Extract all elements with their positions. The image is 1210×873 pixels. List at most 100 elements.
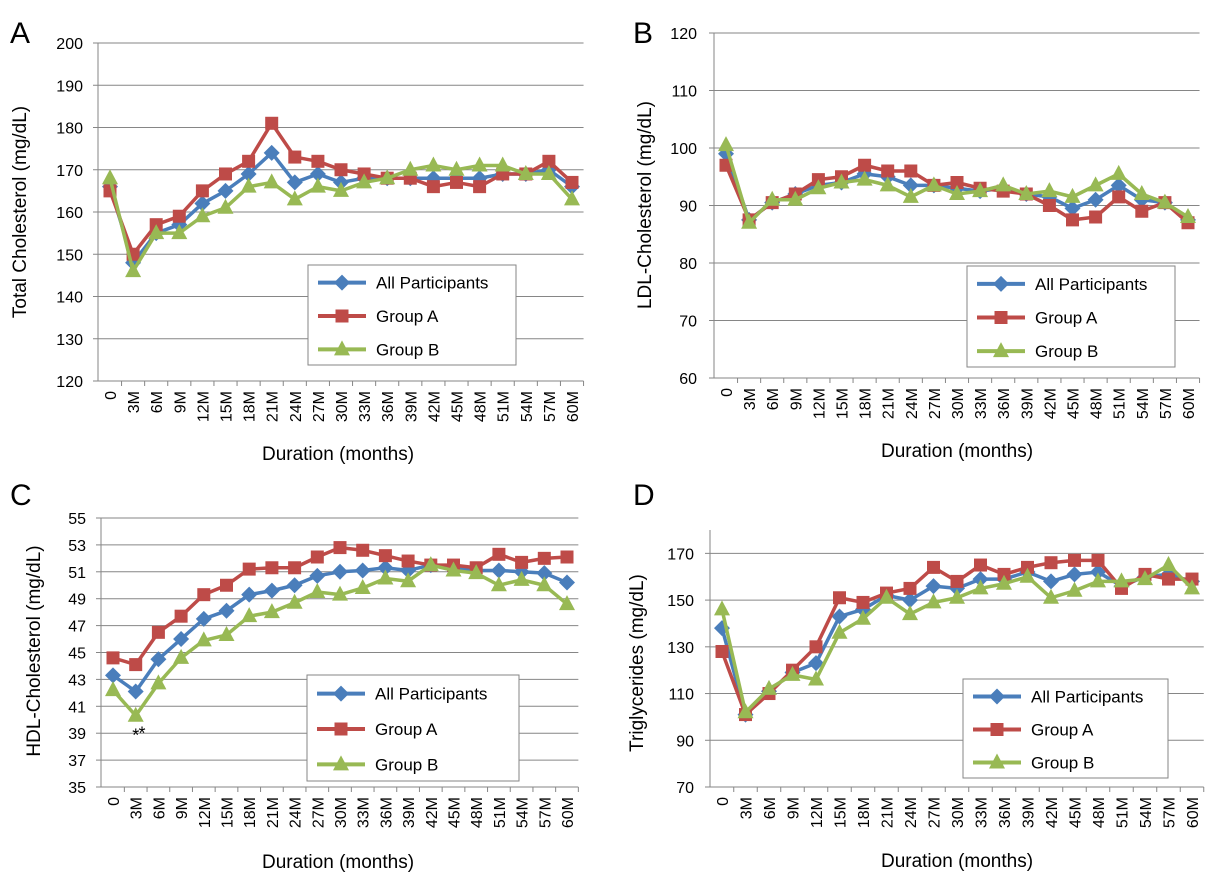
data-point: [714, 600, 730, 616]
x-tick-label: 54M: [1135, 388, 1152, 419]
data-point: [949, 588, 965, 604]
data-point: [105, 681, 121, 697]
legend-marker: [993, 275, 1009, 292]
data-point: [194, 207, 211, 223]
x-tick-label: 57M: [542, 391, 559, 422]
y-tick-label: 90: [679, 199, 697, 216]
panel-c-ylabel: HDL-Cholesterol (mg/dL): [24, 545, 45, 756]
data-point: [1087, 176, 1104, 192]
x-tick-label: 60M: [1181, 388, 1198, 419]
data-point: [1133, 185, 1150, 200]
data-point: [925, 176, 942, 192]
x-tick-label: 42M: [1044, 797, 1061, 828]
data-point: [286, 174, 303, 191]
data-point: [515, 555, 529, 569]
data-point: [809, 640, 823, 654]
x-tick-label: 3M: [742, 388, 759, 410]
y-tick-label: 60: [679, 371, 697, 388]
x-tick-label: 12M: [811, 388, 828, 419]
data-point: [195, 631, 212, 647]
y-tick-label: 35: [68, 780, 86, 797]
x-tick-label: 12M: [197, 797, 214, 828]
y-tick-label: 120: [56, 374, 83, 391]
panel-d-ylabel: Triglycerides (mg/dL): [627, 574, 648, 752]
y-tick-label: 100: [670, 141, 697, 158]
data-point: [309, 567, 326, 584]
x-tick-label: 0: [719, 388, 736, 397]
panel-b-x-tick-labels: 0 3M 6M 9M 12M 15M 18M 21M 24M 27M 30M 33M 36M 39M 42M…: [719, 388, 1198, 419]
legend-marker: [990, 723, 1004, 736]
data-point: [1112, 190, 1126, 204]
y-tick-label: 120: [670, 26, 697, 43]
panel-c-legend: All Participants Group A Group B: [306, 674, 520, 782]
y-tick-label: 110: [671, 84, 697, 101]
x-tick-label: 48M: [1091, 797, 1108, 828]
x-tick-label: 12M: [809, 797, 826, 828]
x-tick-label: 6M: [762, 797, 779, 819]
data-point: [195, 610, 212, 627]
data-point: [741, 213, 758, 229]
y-tick-label: 190: [56, 78, 83, 95]
x-tick-label: 21M: [265, 391, 282, 422]
data-point: [263, 603, 280, 619]
x-tick-label: 9M: [172, 391, 189, 413]
x-tick-label: 33M: [356, 797, 373, 828]
data-point: [217, 182, 234, 199]
x-tick-label: 6M: [151, 797, 168, 819]
y-tick-label: 130: [56, 332, 83, 349]
x-tick-label: 3M: [126, 391, 143, 413]
data-point: [263, 144, 280, 161]
legend-label: Group A: [376, 307, 439, 326]
legend-label: Group B: [376, 340, 439, 359]
data-point: [334, 163, 348, 177]
data-point: [1184, 579, 1200, 595]
legend-marker: [334, 274, 350, 291]
data-point: [288, 150, 302, 164]
x-tick-label: 39M: [1019, 388, 1036, 419]
x-tick-label: 33M: [974, 797, 991, 828]
data-point: [400, 572, 417, 588]
data-point: [241, 607, 258, 623]
data-point: [473, 180, 487, 194]
panel-b-series: [718, 136, 1196, 230]
data-point: [559, 574, 575, 591]
data-point: [286, 593, 303, 609]
data-point: [220, 578, 233, 592]
data-point: [356, 173, 373, 189]
panel-a-series: [102, 116, 580, 278]
x-tick-label: 27M: [927, 797, 944, 828]
data-point: [542, 154, 556, 168]
data-point: [925, 593, 942, 609]
data-point: [1043, 573, 1059, 590]
data-point: [1162, 572, 1175, 586]
data-point: [881, 164, 895, 178]
data-point: [148, 224, 165, 240]
data-point: [494, 156, 511, 172]
data-point: [1160, 556, 1177, 572]
data-point: [471, 156, 488, 172]
data-point: [902, 605, 918, 621]
data-point: [105, 667, 121, 684]
panel-a-legend: All Participants Group A Group B: [307, 264, 517, 366]
data-point: [927, 560, 940, 574]
x-tick-label: 15M: [220, 797, 237, 828]
data-point: [309, 582, 326, 598]
x-tick-label: 57M: [537, 797, 554, 828]
significance-asterisk: *: [132, 726, 139, 746]
y-tick-label: 47: [68, 619, 86, 636]
data-point: [856, 170, 873, 186]
x-tick-label: 42M: [1042, 388, 1059, 419]
data-point: [856, 595, 870, 609]
data-point: [833, 591, 846, 605]
data-point: [1156, 193, 1173, 209]
x-tick-label: 15M: [833, 797, 850, 828]
panel-c-y-tick-labels: 35 37 39 41 43 45 47 49 51 53 55: [68, 511, 86, 797]
data-point: [217, 198, 234, 214]
data-point: [379, 169, 396, 185]
legend-marker: [989, 688, 1005, 705]
data-point: [401, 554, 415, 568]
legend-marker: [335, 309, 349, 323]
legend-marker: [333, 755, 349, 771]
data-point: [174, 609, 188, 623]
x-tick-label: 45M: [1068, 797, 1085, 828]
